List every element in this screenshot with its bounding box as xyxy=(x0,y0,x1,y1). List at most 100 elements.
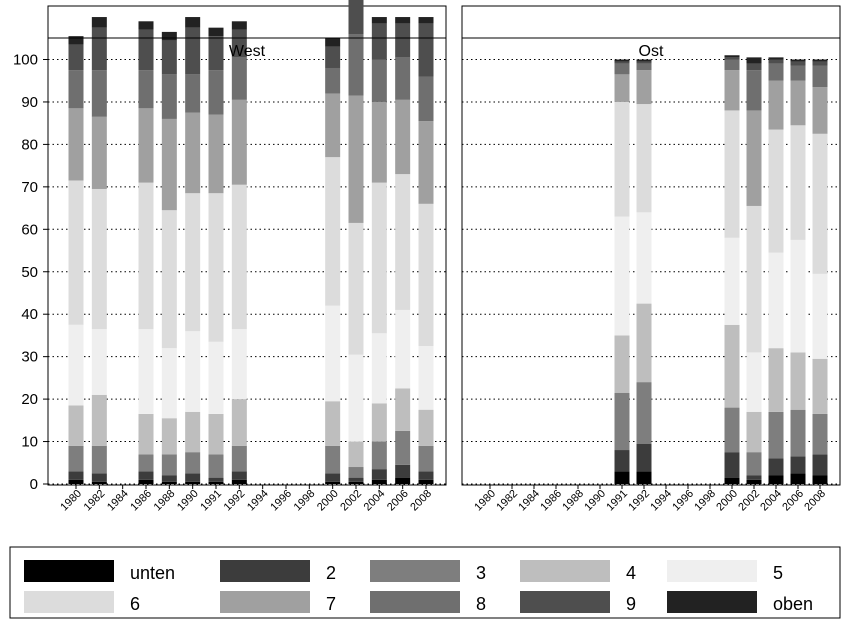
bar-segment xyxy=(614,450,630,472)
bar-segment xyxy=(371,101,387,183)
bar-segment xyxy=(768,63,784,81)
bar-segment xyxy=(812,454,828,476)
bar-segment xyxy=(812,475,828,484)
bar-segment xyxy=(68,36,84,45)
bar-segment xyxy=(790,456,806,474)
bar-segment xyxy=(790,80,806,126)
bar-segment xyxy=(395,388,411,431)
bar-segment xyxy=(348,467,364,478)
bar-segment xyxy=(812,59,828,62)
bar-segment xyxy=(325,46,341,68)
bar-segment xyxy=(231,21,247,30)
bar-segment xyxy=(348,0,364,35)
y-tick-label: 90 xyxy=(21,94,38,111)
bar-segment xyxy=(724,70,740,111)
bar-segment xyxy=(68,180,84,325)
bar-segment xyxy=(325,445,341,474)
bar-segment xyxy=(91,481,107,484)
bar-segment xyxy=(325,473,341,482)
bar-segment xyxy=(138,182,154,330)
y-tick-label: 100 xyxy=(13,52,38,69)
bar-segment xyxy=(91,116,107,189)
x-tick-label: 2004 xyxy=(362,488,388,514)
bar-stack xyxy=(746,57,762,484)
y-axis: 0 10 20 30 40 50 60 70 80 90 100 xyxy=(13,52,48,493)
bar-segment xyxy=(161,475,177,482)
bar-segment xyxy=(746,475,762,480)
bar-stack xyxy=(371,17,387,484)
bar-segment xyxy=(614,471,630,484)
x-tick-label: 1992 xyxy=(626,488,652,514)
x-tick-label: 1988 xyxy=(152,488,178,514)
bar-segment xyxy=(185,17,201,28)
bar-segment xyxy=(746,411,762,453)
legend-label: 6 xyxy=(130,594,140,614)
bar-segment xyxy=(395,309,411,389)
bar-segment xyxy=(325,93,341,158)
bar-segment xyxy=(636,471,652,484)
legend-label: oben xyxy=(773,594,813,614)
legend-item: 3 xyxy=(370,560,486,583)
legend-swatch xyxy=(370,560,460,582)
x-tick-label: 2000 xyxy=(714,488,740,514)
bar-segment xyxy=(185,331,201,412)
panel-ost: 1980198219841986198819901991199219941996… xyxy=(461,5,841,514)
x-tick-label: 1986 xyxy=(128,488,154,514)
bar-segment xyxy=(348,222,364,355)
x-tick-label: 1992 xyxy=(222,488,248,514)
bar-segment xyxy=(724,110,740,238)
bar-stack xyxy=(68,36,84,484)
y-tick-label: 10 xyxy=(21,434,38,451)
bar-segment xyxy=(138,454,154,472)
bar-segment xyxy=(724,407,740,453)
bar-segment xyxy=(68,405,84,446)
x-tick-label: 2006 xyxy=(385,488,411,514)
bar-stack xyxy=(724,55,740,484)
panel-title: West xyxy=(229,43,266,60)
bar-segment xyxy=(746,63,762,71)
bar-segment xyxy=(161,40,177,75)
bar-segment xyxy=(138,21,154,30)
bar-stack xyxy=(138,21,154,484)
x-tick-label: 1982 xyxy=(494,488,520,514)
bar-stack xyxy=(185,17,201,484)
y-tick-label: 50 xyxy=(21,264,38,281)
bar-stack xyxy=(768,57,784,484)
x-tick-label: 1984 xyxy=(105,488,131,514)
bar-segment xyxy=(348,354,364,442)
x-tick-label: 2000 xyxy=(315,488,341,514)
bar-segment xyxy=(348,477,364,482)
bar-segment xyxy=(812,413,828,455)
bar-segment xyxy=(746,479,762,484)
bar-segment xyxy=(348,441,364,468)
bar-segment xyxy=(161,210,177,349)
bar-segment xyxy=(746,110,762,206)
bar-segment xyxy=(91,445,107,474)
bar-segment xyxy=(371,333,387,404)
bar-stack xyxy=(348,0,364,484)
bar-segment xyxy=(231,29,247,58)
bar-segment xyxy=(208,27,224,37)
legend-item: oben xyxy=(667,591,813,614)
bar-segment xyxy=(185,452,201,474)
bar-segment xyxy=(68,324,84,406)
bar-segment xyxy=(418,445,434,472)
x-tick-label: 1988 xyxy=(560,488,586,514)
bar-segment xyxy=(208,70,224,115)
x-tick-label: 1990 xyxy=(175,488,201,514)
legend-item: 8 xyxy=(370,591,486,614)
bar-stack xyxy=(636,59,652,484)
bar-segment xyxy=(768,252,784,349)
panel-west: 1980198219841986198819901991199219941996… xyxy=(47,0,447,514)
bar-segment xyxy=(418,479,434,484)
bar-segment xyxy=(161,118,177,211)
bar-segment xyxy=(790,409,806,457)
bar-segment xyxy=(68,445,84,472)
bar-segment xyxy=(614,335,630,393)
x-tick-label: 1991 xyxy=(198,488,224,514)
x-tick-label: 1980 xyxy=(472,488,498,514)
bar-segment xyxy=(614,216,630,336)
bar-stack xyxy=(208,27,224,484)
bar-segment xyxy=(185,112,201,194)
legend-label: 2 xyxy=(326,563,336,583)
